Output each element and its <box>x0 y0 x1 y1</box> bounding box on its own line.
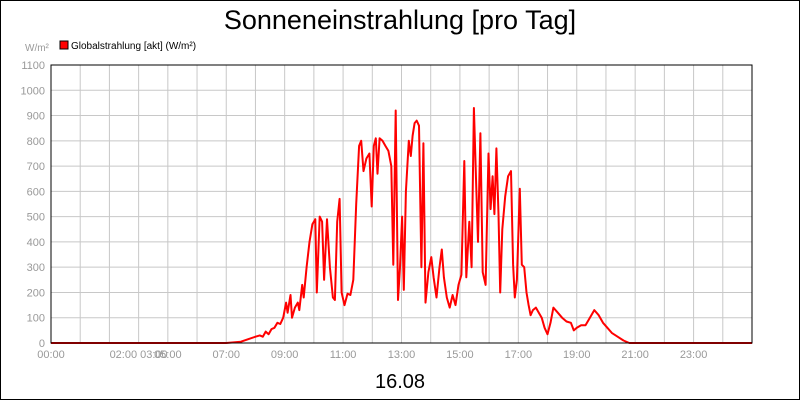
x-tick-label: 13:00 <box>388 349 416 361</box>
grid <box>51 64 752 344</box>
x-tick-label: 02:00 03:00 <box>110 349 168 361</box>
series-layer <box>51 107 752 344</box>
y-tick-label: 900 <box>27 111 45 123</box>
chart-title: Sonneneinstrahlung [pro Tag] <box>224 5 576 35</box>
y-tick-label: 400 <box>27 237 45 249</box>
y-tick-label: 1100 <box>21 60 45 72</box>
y-tick-label: 0 <box>39 338 45 350</box>
y-tick-label: 700 <box>27 161 45 173</box>
y-tick-label: 200 <box>27 287 45 299</box>
legend-label: Globalstrahlung [akt] (W/m²) <box>71 41 196 52</box>
x-tick-label: 19:00 <box>563 349 591 361</box>
plot-area-border <box>50 64 753 344</box>
y-unit-label: W/m² <box>25 43 50 54</box>
y-tick-labels: 0 100 200 300 400 500 600 700 800 900 1000 1100 <box>21 60 45 350</box>
x-tick-label: 07:00 <box>212 349 240 361</box>
x-tick-label: 23:00 <box>680 349 708 361</box>
y-tick-label: 800 <box>27 136 45 148</box>
x-tick-label: 11:00 <box>330 349 357 361</box>
x-tick-label: 17:00 <box>505 349 533 361</box>
y-tick-label: 500 <box>27 212 45 224</box>
x-tick-label: 09:00 <box>271 349 299 361</box>
x-tick-label: 00:00 <box>37 349 65 361</box>
y-tick-label: 1000 <box>21 85 45 97</box>
y-tick-label: 600 <box>27 186 45 198</box>
x-tick-label: 05:00 <box>154 349 182 361</box>
series-line-globalstrahlung <box>51 107 752 344</box>
y-tick-label: 300 <box>27 262 45 274</box>
x-axis-label: 16.08 <box>375 371 425 393</box>
y-tick-label: 100 <box>27 313 45 325</box>
legend-swatch <box>59 40 69 50</box>
x-tick-label: 15:00 <box>446 349 474 361</box>
x-tick-label: 21:00 <box>621 349 649 361</box>
